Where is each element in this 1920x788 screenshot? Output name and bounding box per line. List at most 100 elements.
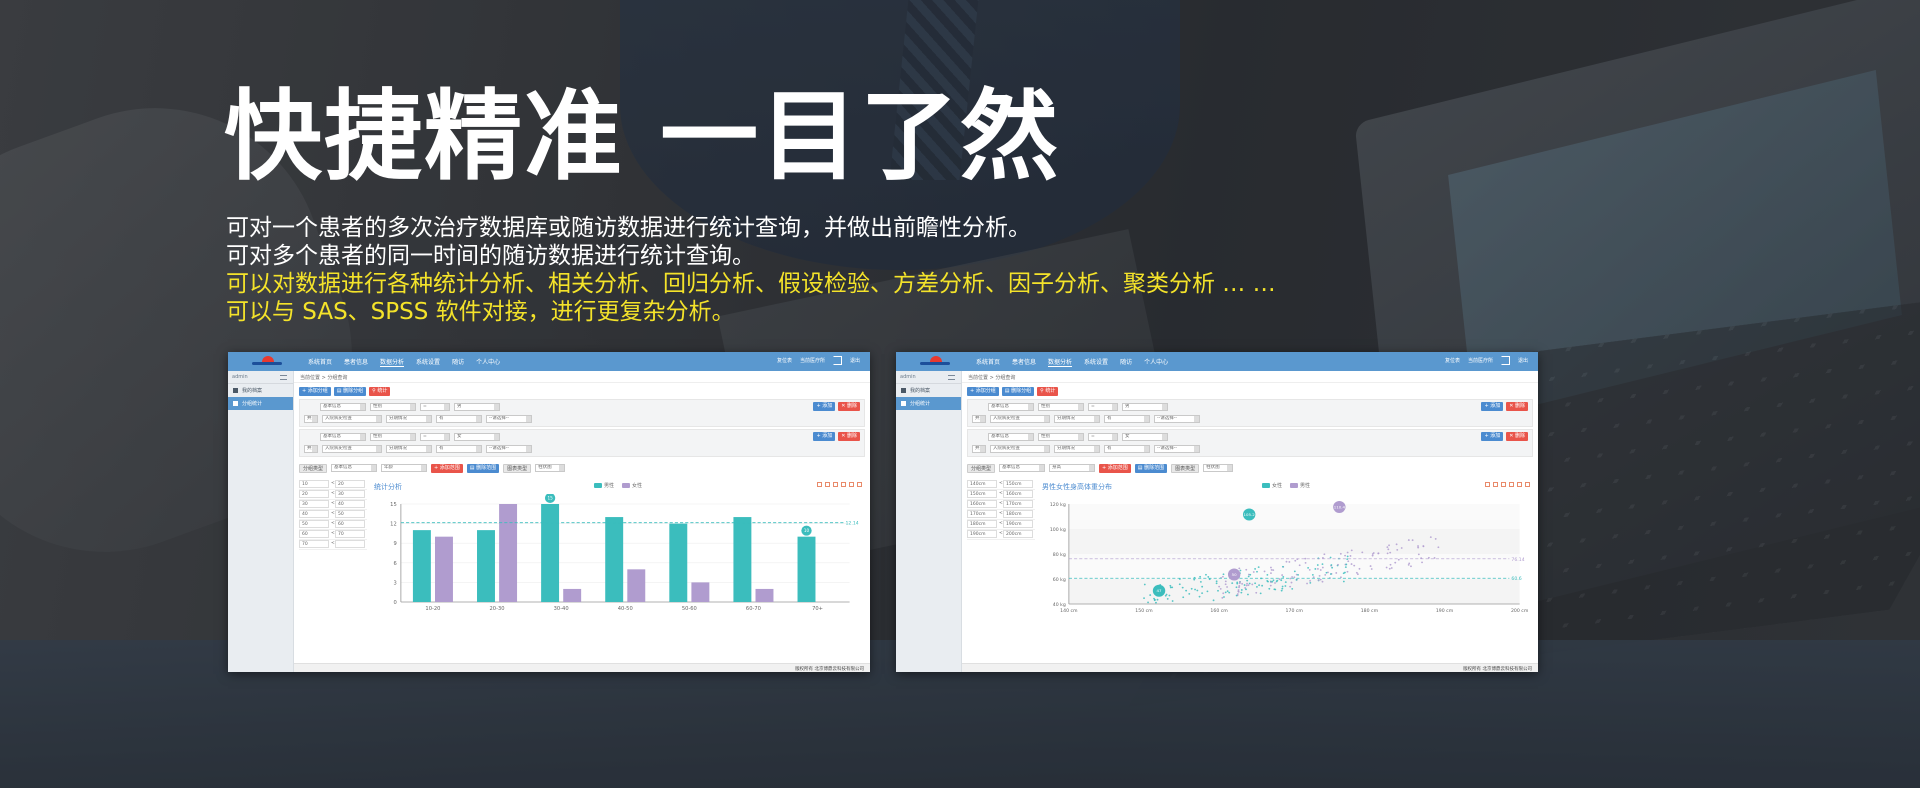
nav-item[interactable]: 系统首页 [308, 359, 333, 366]
range-end-input[interactable]: 190cm [1003, 520, 1033, 528]
range-end-input[interactable]: 170cm [1003, 500, 1033, 508]
range-start-input[interactable]: 170cm [967, 510, 997, 518]
chart-type-select[interactable]: 柱状图 [1203, 464, 1234, 472]
legend-item[interactable]: 女性 [1261, 482, 1282, 489]
download-icon[interactable] [1525, 482, 1530, 487]
restore-icon[interactable] [1517, 482, 1522, 487]
range-start-input[interactable]: 180cm [967, 520, 997, 528]
sidebar-item[interactable]: 分组统计 [228, 397, 293, 410]
condition-select[interactable]: 性别 [1038, 433, 1084, 441]
condition-select[interactable]: 入院病史检查 [990, 445, 1050, 453]
bar-icon[interactable] [1501, 482, 1506, 487]
range-end-input[interactable]: 20 [335, 480, 365, 488]
stat-field-select[interactable]: 身高 [1049, 464, 1096, 472]
condition-select[interactable]: 性别 [1038, 403, 1084, 411]
delete-range-button[interactable]: ▤ 删除范围 [1134, 464, 1168, 473]
exit-label[interactable]: 退出 [849, 358, 860, 364]
range-end-input[interactable]: 150cm [1003, 480, 1033, 488]
nav-item[interactable]: 个人中心 [476, 359, 501, 366]
condition-select[interactable]: --请选择-- [1154, 445, 1200, 453]
condition-select[interactable]: 并且 [972, 415, 986, 423]
exit-icon[interactable] [832, 356, 842, 365]
add-condition-button[interactable]: + 添加 [813, 432, 836, 441]
add-range-button[interactable]: + 添加范围 [1099, 464, 1131, 473]
range-start-input[interactable]: 40 [299, 510, 329, 518]
range-end-input[interactable]: 180cm [1003, 510, 1033, 518]
zoom-icon[interactable] [1485, 482, 1490, 487]
condition-select[interactable]: = [420, 403, 450, 411]
condition-select[interactable]: 有 [436, 445, 482, 453]
condition-select[interactable]: 女 [454, 433, 500, 441]
range-start-input[interactable]: 20 [299, 490, 329, 498]
add-condition-button[interactable]: + 添加 [1481, 432, 1504, 441]
nav-item[interactable]: 个人中心 [1144, 359, 1169, 366]
range-start-input[interactable]: 60 [299, 530, 329, 538]
legend-item[interactable]: 男性 [593, 482, 614, 489]
delete-group-button[interactable]: ▤ 删除分组 [333, 387, 367, 396]
condition-select[interactable]: 并且 [972, 445, 986, 453]
stat-button[interactable]: ⚲ 统计 [369, 387, 391, 396]
range-start-input[interactable]: 140cm [967, 480, 997, 488]
menu-toggle-icon[interactable] [280, 375, 287, 380]
add-group-button[interactable]: + 添加分组 [299, 387, 331, 396]
condition-select[interactable]: 分期情况 [1054, 415, 1100, 423]
range-start-input[interactable]: 70 [299, 540, 329, 548]
add-range-button[interactable]: + 添加范围 [431, 464, 463, 473]
condition-select[interactable]: 基本信息 [320, 433, 366, 441]
condition-select[interactable]: 分期情况 [1054, 445, 1100, 453]
add-group-button[interactable]: + 添加分组 [967, 387, 999, 396]
exit-icon[interactable] [1500, 356, 1510, 365]
sidebar-item[interactable]: 分组统计 [896, 397, 961, 410]
delete-condition-button[interactable]: ✕ 删除 [838, 402, 860, 411]
condition-select[interactable]: --请选择-- [486, 415, 532, 423]
nav-item[interactable]: 随访 [1120, 359, 1133, 366]
line-icon[interactable] [1493, 482, 1498, 487]
legend-item[interactable]: 男性 [1290, 482, 1310, 489]
add-condition-button[interactable]: + 添加 [813, 402, 836, 411]
stack-icon[interactable] [1509, 482, 1514, 487]
exit-label[interactable]: 退出 [1517, 358, 1528, 364]
nav-item[interactable]: 系统首页 [976, 359, 1001, 366]
stat-field-select[interactable]: 年龄 [381, 464, 428, 472]
add-condition-button[interactable]: + 添加 [1481, 402, 1504, 411]
zoom-icon[interactable] [817, 482, 822, 487]
range-start-input[interactable]: 190cm [967, 530, 997, 538]
nav-item[interactable]: 患者信息 [1012, 359, 1037, 366]
delete-group-button[interactable]: ▤ 删除分组 [1001, 387, 1035, 396]
nav-item[interactable]: 随访 [452, 359, 465, 366]
condition-select[interactable]: 有 [436, 415, 482, 423]
header-link[interactable]: 当前医疗所 [799, 358, 825, 364]
range-end-input[interactable]: 50 [335, 510, 365, 518]
condition-select[interactable]: 有 [1104, 415, 1150, 423]
range-start-input[interactable]: 50 [299, 520, 329, 528]
menu-toggle-icon[interactable] [948, 375, 955, 380]
condition-select[interactable]: 基本信息 [988, 433, 1034, 441]
condition-select[interactable]: = [420, 433, 450, 441]
condition-select[interactable]: --请选择-- [1154, 415, 1200, 423]
range-start-input[interactable]: 30 [299, 500, 329, 508]
condition-select[interactable]: 分期情况 [386, 415, 432, 423]
range-end-input[interactable]: 40 [335, 500, 365, 508]
nav-item[interactable]: 系统设置 [1084, 359, 1109, 366]
nav-item[interactable]: 数据分析 [380, 359, 405, 367]
range-end-input[interactable]: 200cm [1003, 530, 1033, 538]
download-icon[interactable] [857, 482, 862, 487]
condition-select[interactable]: 分期情况 [386, 445, 432, 453]
range-start-input[interactable]: 150cm [967, 490, 997, 498]
condition-select[interactable]: 女 [1122, 433, 1168, 441]
condition-select[interactable]: 基本信息 [320, 403, 366, 411]
condition-select[interactable]: 并且 [304, 445, 318, 453]
sidebar-item[interactable]: 我的档案 [228, 384, 293, 397]
range-end-input[interactable]: 160cm [1003, 490, 1033, 498]
condition-select[interactable]: 男 [1122, 403, 1168, 411]
restore-icon[interactable] [849, 482, 854, 487]
delete-condition-button[interactable]: ✕ 删除 [1506, 402, 1528, 411]
stat-button[interactable]: ⚲ 统计 [1037, 387, 1059, 396]
range-end-input[interactable]: 70 [335, 530, 365, 538]
delete-range-button[interactable]: ▤ 删除范围 [466, 464, 500, 473]
range-end-input[interactable]: 30 [335, 490, 365, 498]
condition-select[interactable]: 基本信息 [988, 403, 1034, 411]
condition-select[interactable]: 并且 [304, 415, 318, 423]
nav-item[interactable]: 系统设置 [416, 359, 441, 366]
condition-select[interactable]: 性别 [370, 403, 416, 411]
